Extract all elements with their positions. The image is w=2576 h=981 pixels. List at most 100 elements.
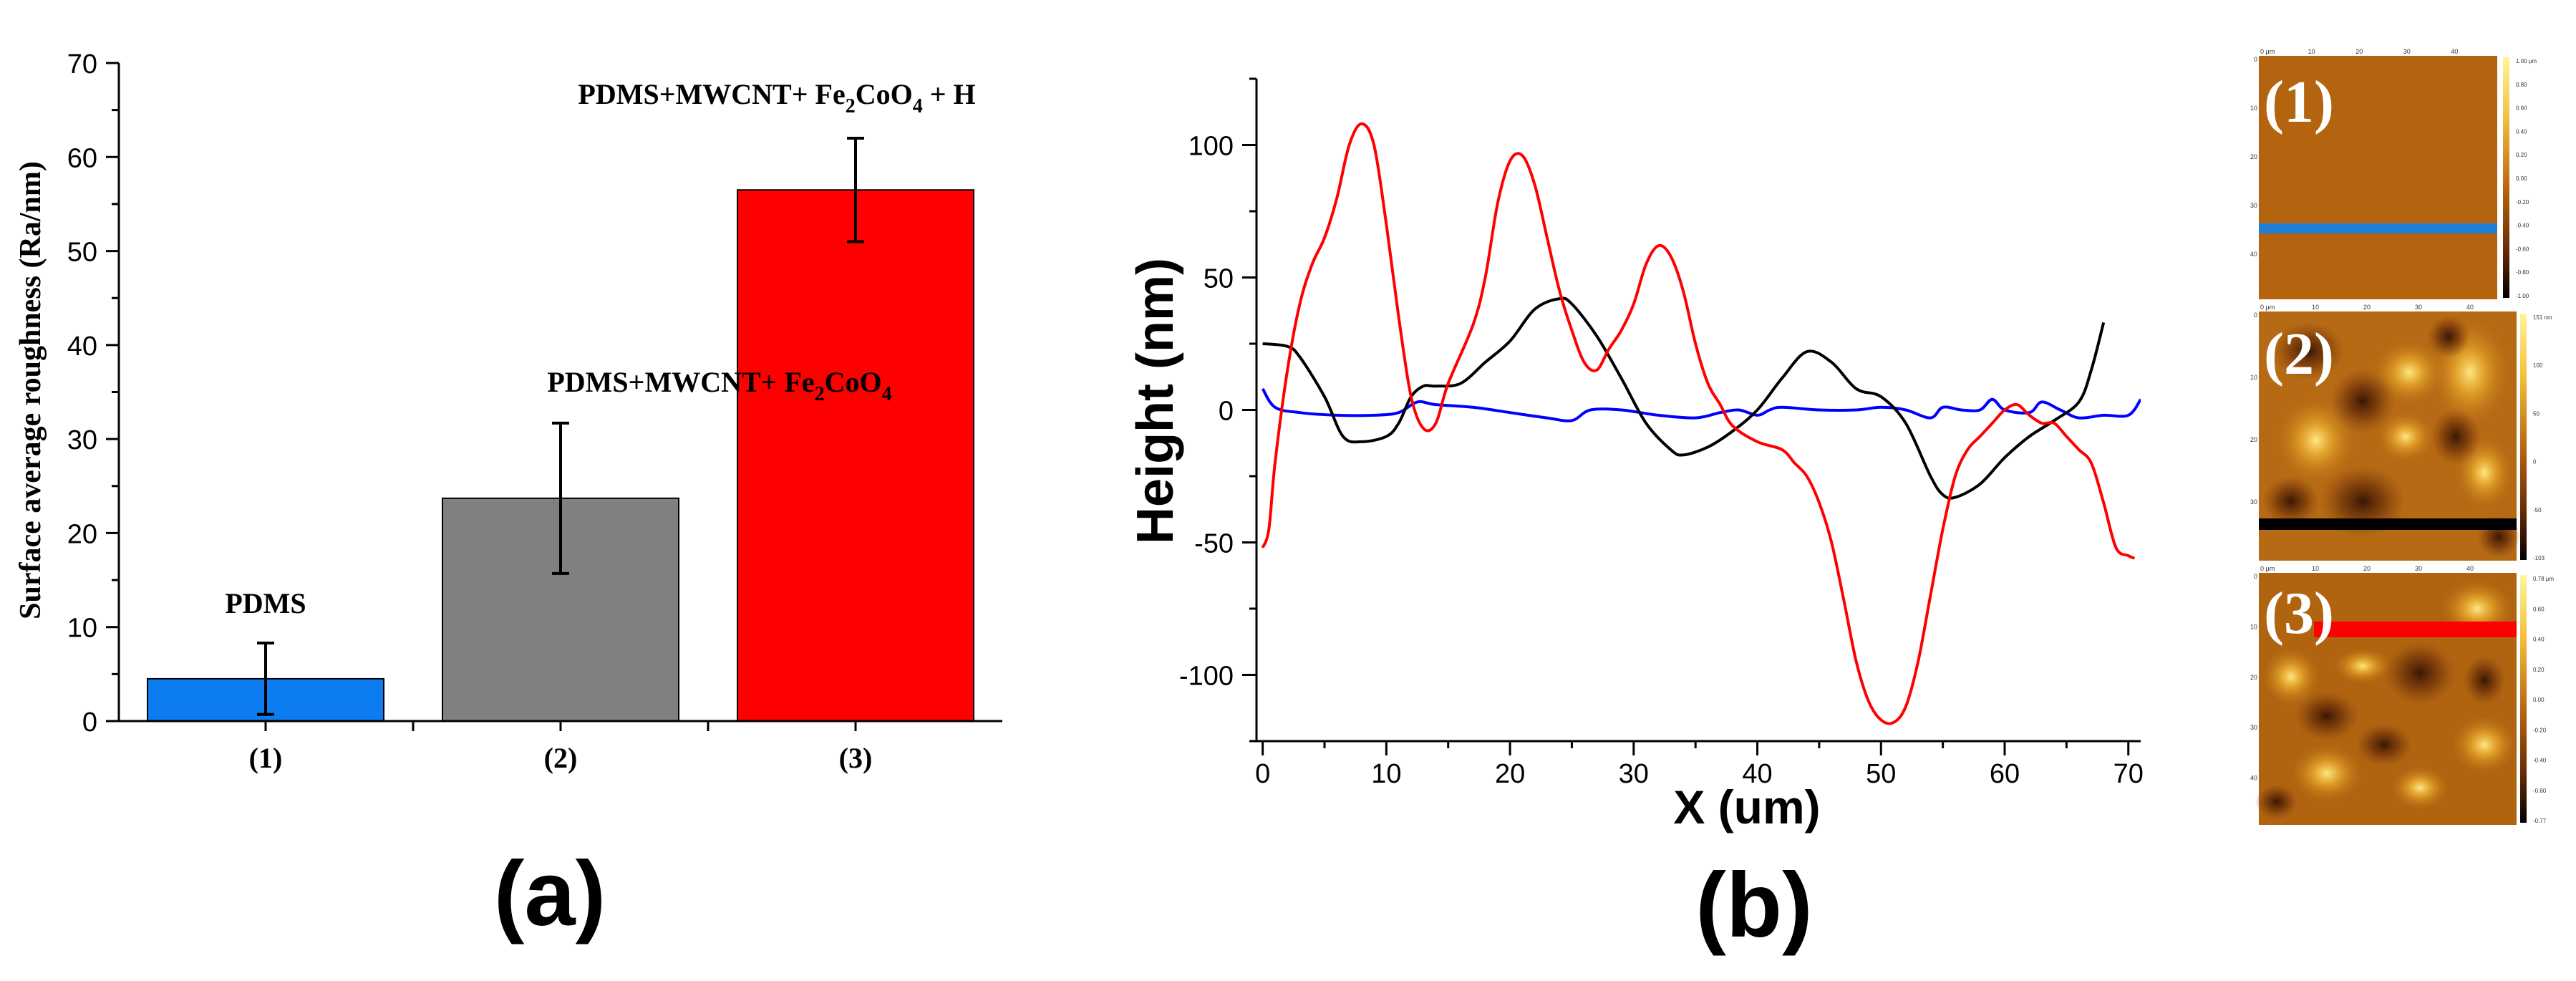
profile-line bbox=[2314, 622, 2517, 637]
afm-left-axis: 0 10 20 30 bbox=[2250, 311, 2257, 506]
afm-image-1: (1) 0 µm 10 20 30 40 0 10 20 30 40 1.00 µm 0.80 0.… bbox=[2250, 48, 2537, 299]
y-tick-label: 60 bbox=[67, 143, 97, 173]
afm-left-tick: 10 bbox=[2250, 105, 2257, 112]
bar-3 bbox=[737, 189, 974, 722]
afm-scale-label: 0.00 bbox=[2533, 697, 2544, 703]
y-tick-label: 40 bbox=[67, 332, 97, 362]
bar-annotation-2: PDMS+MWCNT+ Fe2CoO4 bbox=[547, 366, 891, 405]
series-line-3 bbox=[1261, 122, 2136, 725]
afm-scale-label: 0.40 bbox=[2516, 128, 2527, 135]
y-tick-label: 100 bbox=[1188, 132, 1234, 162]
y-axis-label: Height (nm) bbox=[1127, 258, 1184, 544]
afm-top-tick: 40 bbox=[2466, 565, 2474, 572]
y-tick-label: -50 bbox=[1194, 529, 1234, 559]
afm-scale-label: 0.78 µm bbox=[2533, 576, 2554, 582]
x-tick-label: (1) bbox=[249, 742, 283, 774]
y-tick-label: 20 bbox=[67, 519, 97, 549]
y-tick-label: 10 bbox=[67, 614, 97, 644]
panel-a-caption: (a) bbox=[494, 843, 606, 945]
afm-scale-label: 1.00 µm bbox=[2516, 58, 2537, 64]
series-lines-group bbox=[1261, 122, 2141, 725]
afm-scale-label: 0.80 bbox=[2516, 82, 2527, 88]
afm-scale-label: 0.60 bbox=[2533, 606, 2544, 612]
afm-scale-label: 0.20 bbox=[2533, 667, 2544, 673]
afm-top-axis: 0 µm 10 20 30 40 bbox=[2260, 304, 2474, 311]
afm-top-tick: 0 µm bbox=[2260, 48, 2275, 55]
color-scale-bar bbox=[2520, 575, 2527, 823]
afm-image-surface bbox=[2259, 56, 2497, 299]
x-axis-label: X (um) bbox=[1673, 781, 1820, 833]
profile-line bbox=[2259, 518, 2517, 530]
y-axis-label: Surface average roughness (Ra/nm) bbox=[14, 161, 47, 619]
afm-scale-label: 0 bbox=[2533, 459, 2537, 465]
afm-left-tick: 20 bbox=[2250, 436, 2257, 443]
afm-left-tick: 30 bbox=[2250, 498, 2257, 506]
afm-top-tick: 10 bbox=[2308, 48, 2315, 55]
afm-scale-label: -0.60 bbox=[2516, 246, 2529, 252]
line-chart-height-profile: -100 -50 0 50 100 0 10 20 30 40 50 60 70 Height (nm… bbox=[1127, 77, 2144, 957]
afm-scale-label: -0.80 bbox=[2516, 269, 2529, 276]
afm-scale-label: 0.00 bbox=[2516, 175, 2527, 182]
afm-left-tick: 40 bbox=[2250, 775, 2257, 782]
error-bars-group bbox=[257, 137, 864, 716]
y-tick-label: 70 bbox=[67, 49, 97, 79]
afm-scale-label: -50 bbox=[2533, 507, 2542, 513]
afm-top-tick: 10 bbox=[2312, 304, 2319, 311]
afm-top-tick: 10 bbox=[2312, 565, 2319, 572]
afm-left-tick: 10 bbox=[2250, 374, 2257, 381]
x-tick-label: 60 bbox=[1990, 759, 2020, 789]
x-ticks-group: 0 10 20 30 40 50 60 70 bbox=[1255, 741, 2144, 789]
x-tick-label: (2) bbox=[544, 742, 578, 774]
afm-scale-label: -0.60 bbox=[2533, 788, 2547, 794]
afm-scale-label: -0.40 bbox=[2533, 758, 2547, 764]
x-tick-label: 50 bbox=[1866, 759, 1896, 789]
y-tick-label: 0 bbox=[1219, 397, 1234, 427]
y-tick-label: 50 bbox=[67, 238, 97, 268]
x-tick-label: 40 bbox=[1742, 759, 1772, 789]
afm-left-tick: 30 bbox=[2250, 202, 2257, 209]
afm-scale-label: -0.40 bbox=[2516, 223, 2529, 229]
x-tick-label: 0 bbox=[1255, 759, 1270, 789]
afm-scale-labels: 0.78 µm 0.60 0.40 0.20 0.00 -0.20 -0.40 -0.60 -0… bbox=[2533, 576, 2554, 824]
x-ticks-group: (1) (2) (3) bbox=[249, 721, 873, 774]
afm-left-tick: 40 bbox=[2250, 251, 2257, 258]
y-ticks-group: 0 10 20 30 40 50 60 70 bbox=[67, 49, 119, 738]
afm-left-tick: 20 bbox=[2250, 153, 2257, 160]
afm-top-axis: 0 µm 10 20 30 40 bbox=[2260, 565, 2474, 572]
afm-panel-label: (3) bbox=[2264, 580, 2334, 647]
color-scale-bar bbox=[2503, 57, 2509, 298]
afm-scale-label: -0.20 bbox=[2533, 727, 2547, 733]
afm-scale-label: 0.60 bbox=[2516, 105, 2527, 112]
x-tick-label: (3) bbox=[839, 742, 873, 774]
y-tick-label: 50 bbox=[1204, 264, 1234, 294]
afm-image-2: (2) 0 µm 10 20 30 40 0 10 20 30 151 nm 100 50 0 -50… bbox=[2250, 304, 2552, 561]
y-ticks-group: -100 -50 0 50 100 bbox=[1179, 77, 1256, 743]
afm-texture bbox=[2262, 315, 2520, 559]
afm-left-tick: 30 bbox=[2250, 724, 2257, 731]
afm-left-tick: 0 bbox=[2254, 573, 2257, 580]
afm-scale-label: -0.20 bbox=[2516, 199, 2529, 206]
bar-annotations-group: PDMS PDMS+MWCNT+ Fe2CoO4 PDMS+MWCNT+ Fe2Co… bbox=[225, 78, 975, 619]
afm-left-axis: 0 10 20 30 40 bbox=[2250, 56, 2257, 258]
bar-annotation-3: PDMS+MWCNT+ Fe2CoO4 + H bbox=[578, 78, 975, 117]
x-tick-label: 10 bbox=[1371, 759, 1401, 789]
afm-top-tick: 30 bbox=[2415, 565, 2422, 572]
series-line-1 bbox=[1261, 387, 2141, 422]
afm-top-tick: 30 bbox=[2415, 304, 2422, 311]
afm-scale-label: -0.77 bbox=[2533, 818, 2547, 824]
afm-scale-label: -1.00 bbox=[2516, 293, 2529, 299]
afm-scale-label: 151 nm bbox=[2533, 314, 2552, 321]
afm-panel-label: (2) bbox=[2264, 321, 2334, 387]
afm-scale-label: 0.20 bbox=[2516, 152, 2527, 158]
bar-annotation-1: PDMS bbox=[225, 587, 306, 619]
afm-top-tick: 0 µm bbox=[2260, 565, 2275, 572]
afm-left-tick: 0 bbox=[2254, 56, 2257, 63]
afm-scale-labels: 1.00 µm 0.80 0.60 0.40 0.20 0.00 -0.20 -0.40 -0.… bbox=[2516, 58, 2537, 299]
y-tick-label: 30 bbox=[67, 425, 97, 455]
afm-left-axis: 0 10 20 30 40 bbox=[2250, 573, 2257, 782]
afm-images: (1) 0 µm 10 20 30 40 0 10 20 30 40 1.00 µm 0.80 0.… bbox=[2250, 48, 2554, 825]
afm-top-tick: 0 µm bbox=[2260, 304, 2275, 311]
afm-top-tick: 40 bbox=[2451, 48, 2458, 55]
